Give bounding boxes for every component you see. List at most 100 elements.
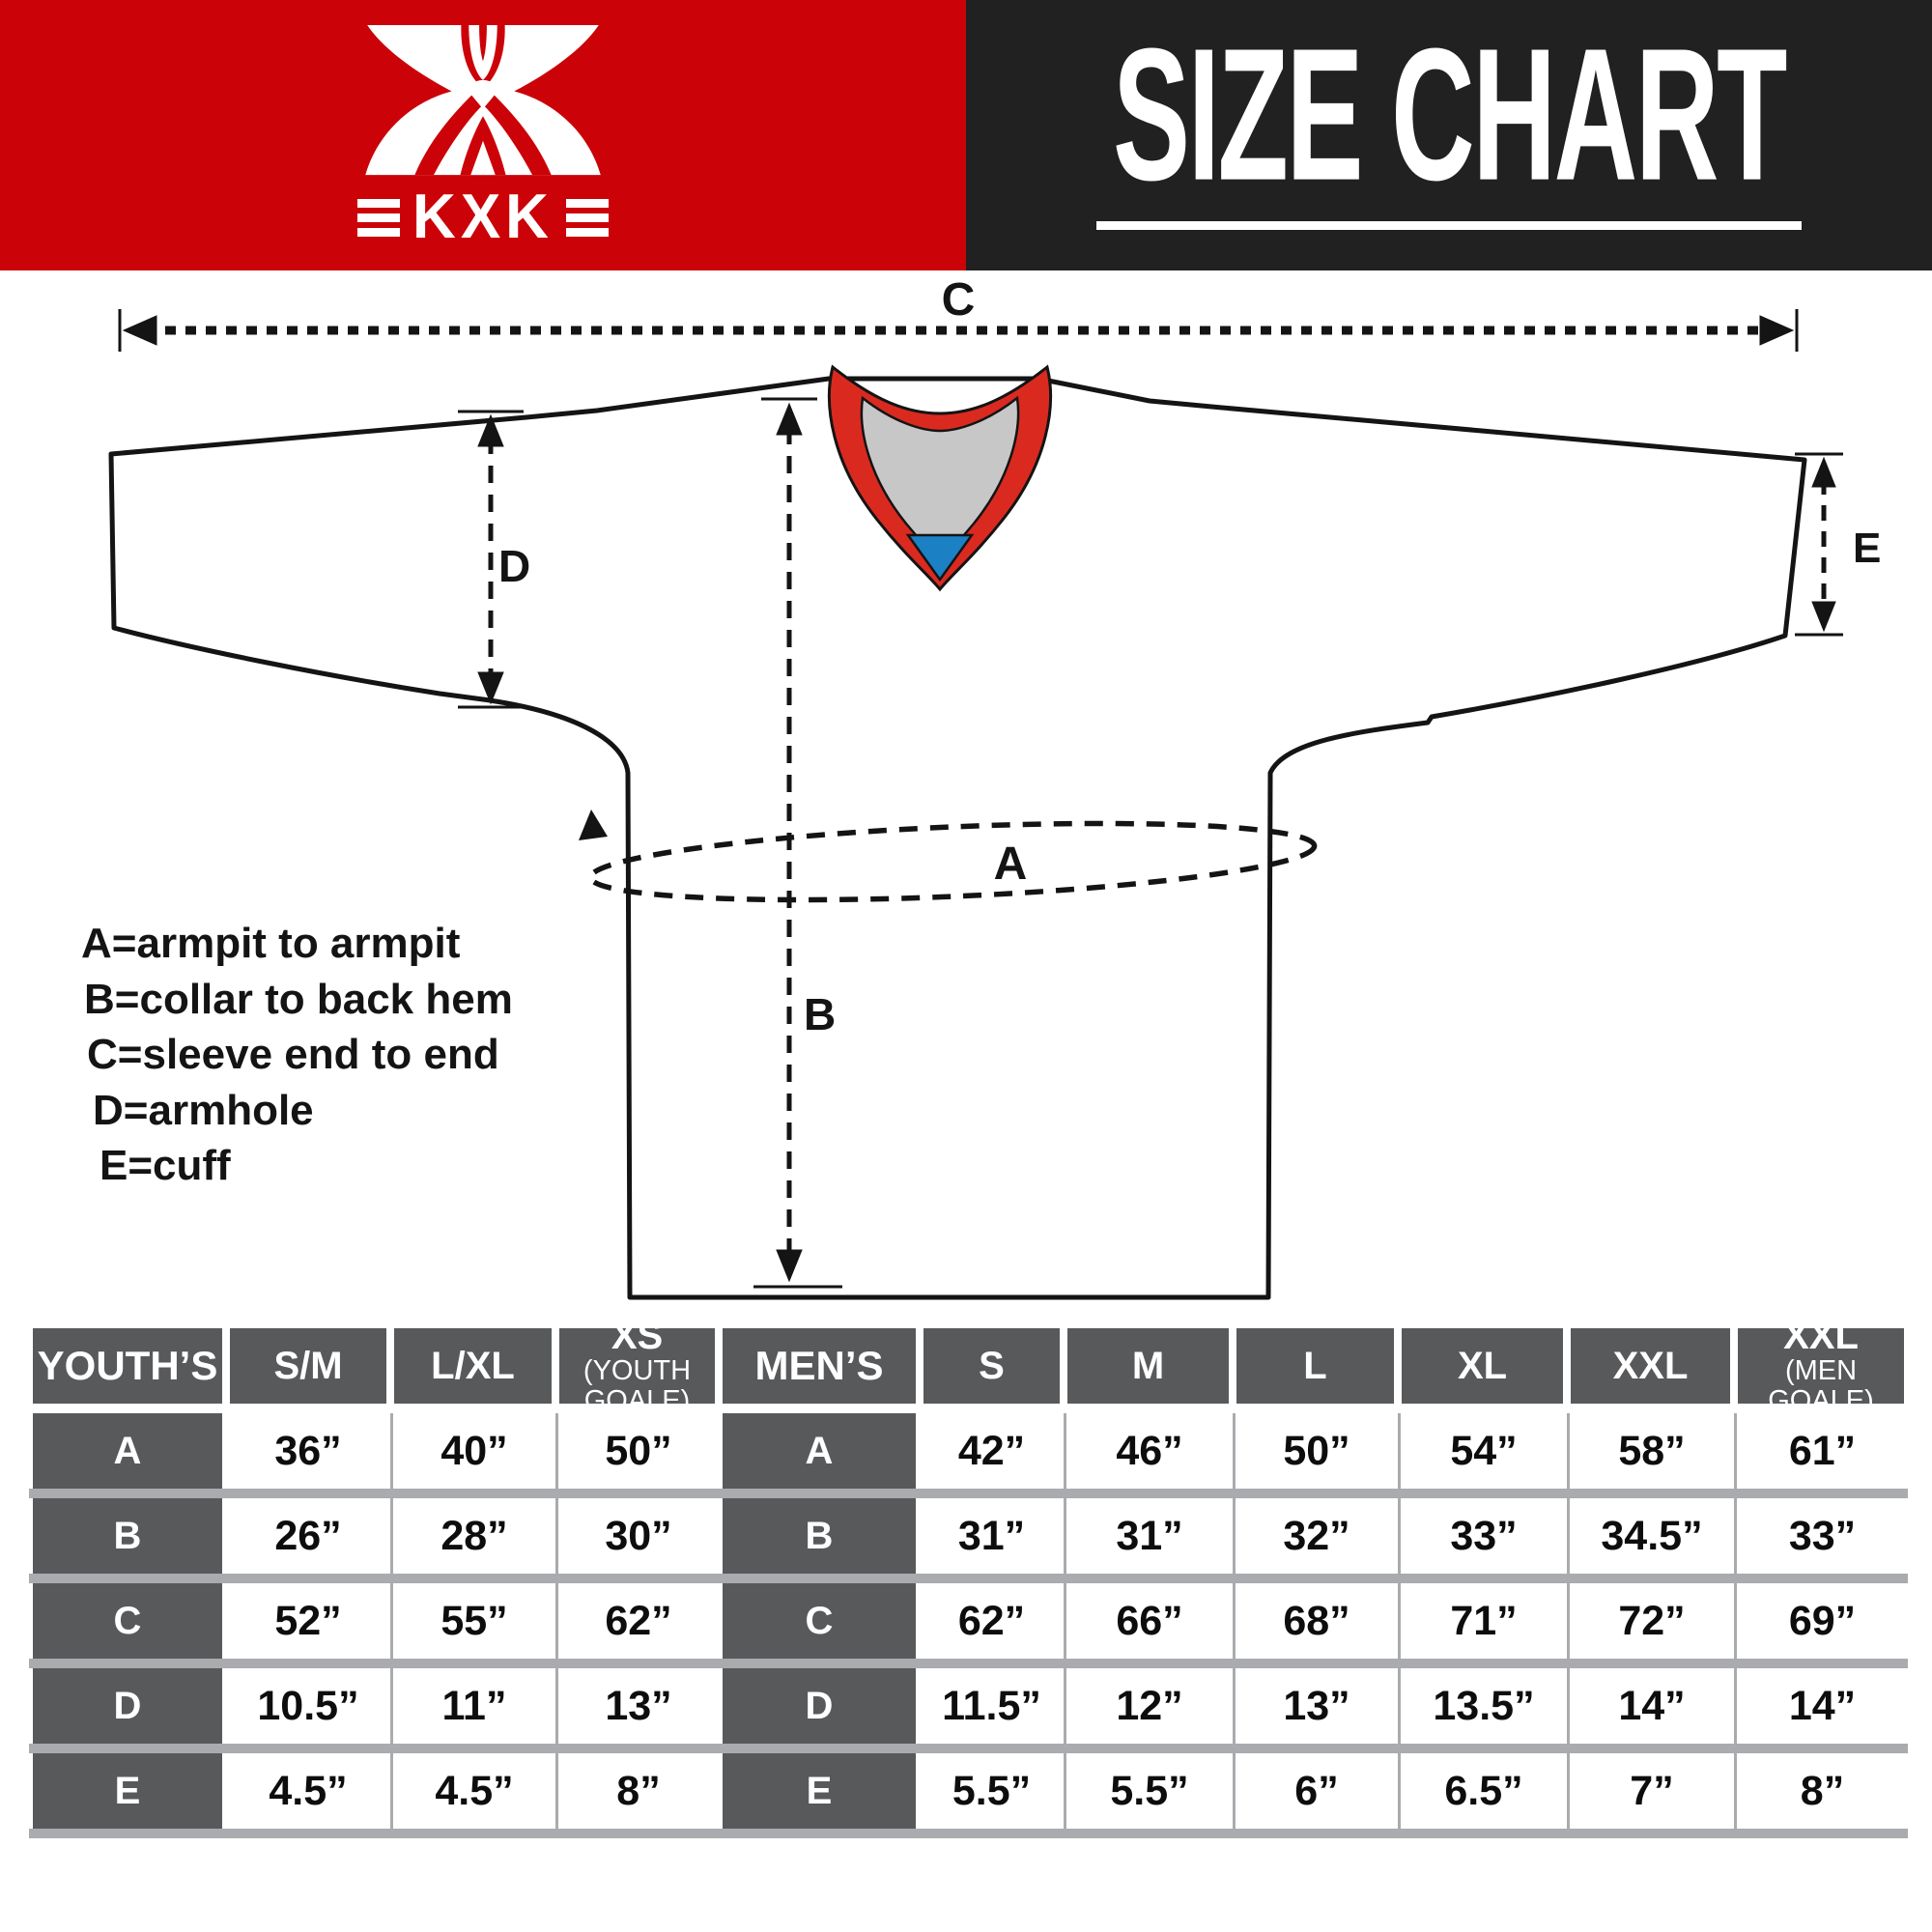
value-cell: 66”	[1064, 1583, 1233, 1659]
title-panel: SIZE CHART	[966, 0, 1932, 270]
row-separator	[29, 1489, 1908, 1498]
header-men-s: S	[920, 1328, 1064, 1404]
brand-wordmark: KXK	[357, 182, 609, 252]
label-E: E	[1853, 525, 1881, 572]
value-cell: 55”	[390, 1583, 555, 1659]
kxk-logo: KXK	[357, 23, 609, 252]
row-label: D	[719, 1668, 920, 1744]
value-cell: 5.5”	[920, 1753, 1064, 1829]
value-cell: 31”	[920, 1498, 1064, 1574]
table-bottom-separator	[29, 1829, 1908, 1838]
header-men-l: L	[1233, 1328, 1398, 1404]
row-label: D	[29, 1668, 226, 1744]
value-cell: 71”	[1398, 1583, 1567, 1659]
value-cell: 58”	[1567, 1413, 1734, 1489]
value-cell: 46”	[1064, 1413, 1233, 1489]
collar-inner-gray	[860, 395, 1020, 568]
value-cell: 11.5”	[920, 1668, 1064, 1744]
value-cell: 10.5”	[226, 1668, 390, 1744]
label-B: B	[804, 989, 836, 1039]
row-label: C	[719, 1583, 920, 1659]
value-cell: 36”	[226, 1413, 390, 1489]
size-table: YOUTH’S S/M L/XL XS (YOUTH GOALE) MEN’S …	[29, 1316, 1908, 1838]
value-cell: 14”	[1567, 1668, 1734, 1744]
row-separator	[29, 1659, 1908, 1668]
row-label: A	[29, 1413, 226, 1489]
top-banner: KXK SIZE CHART	[0, 0, 1932, 270]
value-cell: 62”	[555, 1583, 719, 1659]
value-cell: 61”	[1734, 1413, 1908, 1489]
value-cell: 32”	[1233, 1498, 1398, 1574]
value-cell: 4.5”	[226, 1753, 390, 1829]
measure-A: A	[579, 810, 1318, 903]
jersey-measurement-diagram: C D B A E	[108, 274, 1881, 1300]
header-youth-sm: S/M	[226, 1328, 390, 1404]
value-cell: 68”	[1233, 1583, 1398, 1659]
value-cell: 30”	[555, 1498, 719, 1574]
measurement-legend: A=armpit to armpit B=collar to back hem …	[81, 916, 513, 1194]
table-row-D: D 10.5” 11” 13” D 11.5” 12” 13” 13.5” 14…	[29, 1668, 1908, 1744]
row-label: B	[29, 1498, 226, 1574]
header-men-xxl-goalie: XXL (MEN GOALE)	[1734, 1316, 1908, 1416]
value-cell: 6”	[1233, 1753, 1398, 1829]
value-cell: 33”	[1398, 1498, 1567, 1574]
table-row-C: C 52” 55” 62” C 62” 66” 68” 71” 72” 69”	[29, 1583, 1908, 1659]
value-cell: 7”	[1567, 1753, 1734, 1829]
value-cell: 11”	[390, 1668, 555, 1744]
legend-line-e: E=cuff	[99, 1142, 231, 1189]
value-cell: 34.5”	[1567, 1498, 1734, 1574]
collar-blue-insert	[905, 533, 975, 582]
value-cell: 13.5”	[1398, 1668, 1567, 1744]
value-cell: 26”	[226, 1498, 390, 1574]
label-D: D	[498, 541, 530, 591]
table-row-A: A 36” 40” 50” A 42” 46” 50” 54” 58” 61”	[29, 1413, 1908, 1489]
row-label: C	[29, 1583, 226, 1659]
measure-D: D	[458, 410, 530, 709]
brand-text: KXK	[412, 182, 554, 252]
legend-line-c: C=sleeve end to end	[87, 1031, 499, 1078]
header-mens: MEN’S	[719, 1328, 920, 1404]
value-cell: 28”	[390, 1498, 555, 1574]
value-cell: 31”	[1064, 1498, 1233, 1574]
value-cell: 42”	[920, 1413, 1064, 1489]
row-label: A	[719, 1413, 920, 1489]
label-C: C	[942, 274, 976, 326]
measure-E: E	[1795, 452, 1881, 637]
legend-line-a: A=armpit to armpit	[81, 920, 461, 967]
kxk-emblem-icon	[365, 24, 601, 176]
header-men-xxl: XXL	[1567, 1328, 1734, 1404]
measure-B: B	[753, 397, 842, 1289]
value-cell: 52”	[226, 1583, 390, 1659]
value-cell: 13”	[1233, 1668, 1398, 1744]
row-label: E	[719, 1753, 920, 1829]
header-men-xl: XL	[1398, 1328, 1567, 1404]
legend-line-d: D=armhole	[93, 1086, 314, 1134]
header-gap	[29, 1404, 1908, 1413]
header-men-m: M	[1064, 1328, 1233, 1404]
value-cell: 54”	[1398, 1413, 1567, 1489]
header-youth-xs-goalie: XS (YOUTH GOALE)	[555, 1316, 719, 1416]
value-cell: 13”	[555, 1668, 719, 1744]
measure-C: C	[118, 274, 1799, 352]
page-title: SIZE CHART	[1113, 8, 1787, 219]
value-cell: 8”	[555, 1753, 719, 1829]
value-cell: 62”	[920, 1583, 1064, 1659]
row-separator	[29, 1574, 1908, 1583]
value-cell: 50”	[555, 1413, 719, 1489]
value-cell: 50”	[1233, 1413, 1398, 1489]
value-cell: 69”	[1734, 1583, 1908, 1659]
jersey-outline	[108, 376, 1807, 1300]
value-cell: 4.5”	[390, 1753, 555, 1829]
row-label: E	[29, 1753, 226, 1829]
brand-panel: KXK	[0, 0, 966, 270]
value-cell: 33”	[1734, 1498, 1908, 1574]
label-A: A	[994, 838, 1028, 890]
row-separator	[29, 1744, 1908, 1753]
title-underline	[1096, 220, 1802, 230]
value-cell: 8”	[1734, 1753, 1908, 1829]
table-row-B: B 26” 28” 30” B 31” 31” 32” 33” 34.5” 33…	[29, 1498, 1908, 1574]
value-cell: 6.5”	[1398, 1753, 1567, 1829]
header-youths: YOUTH’S	[29, 1328, 226, 1404]
row-label: B	[719, 1498, 920, 1574]
value-cell: 5.5”	[1064, 1753, 1233, 1829]
